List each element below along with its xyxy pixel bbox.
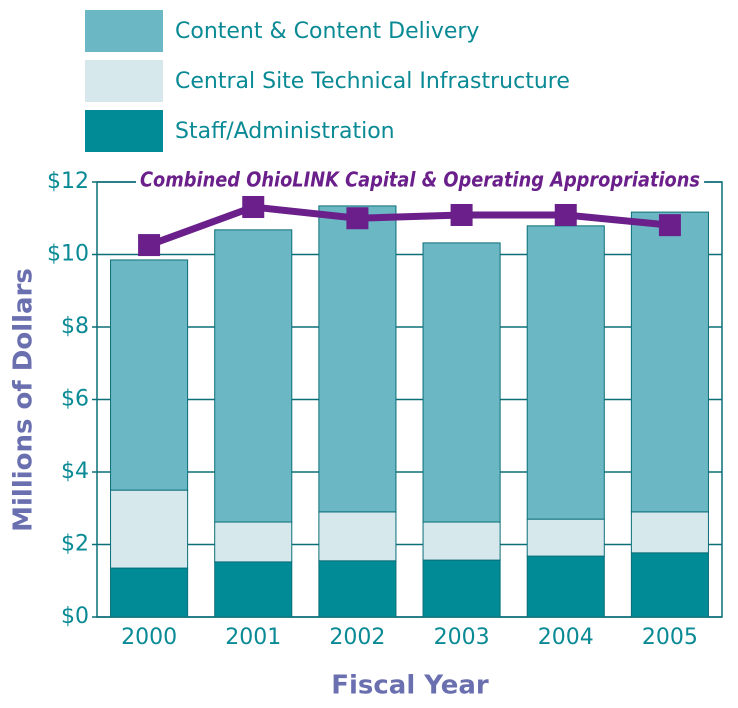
y-axis-label: Millions of Dollars — [9, 268, 39, 532]
y-tick-label: $0 — [61, 604, 89, 629]
x-tick-label: 2004 — [538, 625, 594, 650]
line-marker — [346, 207, 369, 230]
bar-segment — [214, 229, 293, 523]
bar-segment — [630, 511, 709, 554]
x-tick-label: 2001 — [225, 625, 281, 650]
legend-swatch — [85, 60, 163, 102]
line-marker — [242, 196, 265, 219]
line-marker — [450, 203, 473, 226]
line-label: Combined OhioLINK Capital & Operating Ap… — [140, 168, 700, 192]
x-tick-label: 2002 — [329, 625, 385, 650]
bar-segment — [630, 211, 709, 513]
y-tick-label: $4 — [61, 459, 89, 484]
legend-label: Staff/Administration — [175, 119, 395, 144]
bar-segment — [318, 205, 397, 513]
legend-swatch — [85, 10, 163, 52]
bar-segment — [110, 259, 189, 491]
bar-segment — [318, 560, 397, 618]
bar-segment — [526, 518, 605, 557]
x-tick-label: 2000 — [121, 625, 177, 650]
line-marker — [138, 234, 161, 257]
line — [147, 203, 671, 249]
bar-segment — [422, 242, 501, 523]
x-tick-label: 2005 — [642, 625, 698, 650]
bar-segment — [214, 561, 293, 618]
x-axis-label: Fiscal Year — [331, 671, 489, 701]
x-tick-label: 2003 — [434, 625, 490, 650]
bar-segment — [110, 489, 189, 569]
bar-segment — [526, 555, 605, 618]
bar-segment — [214, 521, 293, 563]
y-tick-label: $8 — [61, 314, 89, 339]
bar-segment — [630, 552, 709, 618]
line-marker — [658, 214, 681, 237]
bar-segment — [422, 559, 501, 618]
legend-label: Content & Content Delivery — [175, 19, 479, 44]
bar-segment — [526, 225, 605, 520]
bar-segment — [422, 521, 501, 561]
legend-swatch — [85, 110, 163, 152]
y-tick-label: $10 — [47, 242, 89, 267]
y-tick-label: $2 — [61, 532, 89, 557]
y-tick-label: $12 — [47, 169, 89, 194]
line-marker — [554, 203, 577, 226]
bar-segment — [110, 567, 189, 618]
label-background — [136, 167, 705, 192]
bar-segment — [318, 511, 397, 562]
legend-label: Central Site Technical Infrastructure — [175, 69, 570, 94]
y-tick-label: $6 — [61, 387, 89, 412]
